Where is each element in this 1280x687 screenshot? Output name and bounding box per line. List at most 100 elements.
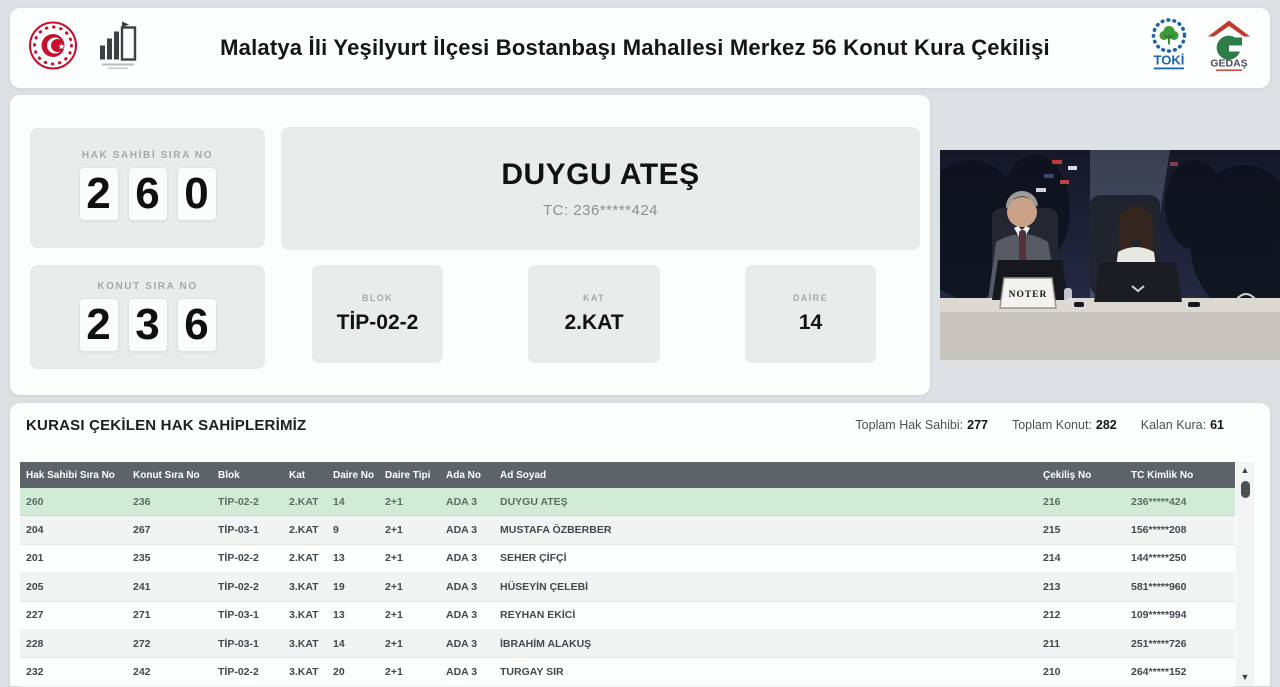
table-cell: 264*****152 (1131, 666, 1187, 679)
digit-tile: 6 (176, 298, 217, 352)
table-body: 260 236 TİP-02-2 2.KAT 14 2+1 ADA 3 DUYGU ATEŞ 2… (20, 488, 1235, 687)
scroll-up-icon[interactable]: ▲ (1240, 465, 1250, 475)
digit-tile: 2 (78, 167, 119, 221)
table-cell: 241 (133, 580, 151, 593)
stat-value: 277 (967, 418, 988, 432)
table-cell: 20 (333, 666, 345, 679)
table-cell: 13 (333, 552, 345, 565)
background-lights (1036, 160, 1178, 192)
digit-tile: 3 (127, 298, 168, 352)
table-cell: 216 (1043, 495, 1061, 508)
stat-item: Kalan Kura: 61 (1141, 418, 1224, 432)
table-cell: TİP-02-2 (218, 580, 259, 593)
noter-placard: NOTER (999, 277, 1057, 309)
toki-logo: TOKİ (1146, 17, 1192, 80)
stat-label: Kalan Kura: (1140, 418, 1207, 432)
table-cell: 210 (1043, 666, 1061, 679)
table-cell: 2+1 (385, 524, 403, 537)
table-cell: 211 (1043, 637, 1060, 650)
government-emblem-icon (28, 21, 78, 76)
table-cell: 581*****960 (1131, 580, 1187, 593)
table-cell: TİP-02-2 (218, 552, 259, 565)
table-cell: DUYGU ATEŞ (500, 495, 568, 508)
table-cell: 2.KAT (289, 524, 319, 537)
table-header-cell: Çekiliş No (1043, 469, 1092, 481)
table-cell: REYHAN EKİCİ (500, 609, 576, 622)
digit-tile: 6 (127, 167, 168, 221)
table-header-cell: Konut Sıra No (133, 469, 200, 481)
table-cell: 109*****994 (1131, 609, 1187, 622)
table-cell: 3.KAT (289, 637, 319, 650)
daire-label: DAİRE (792, 293, 828, 303)
table-cell: 212 (1043, 609, 1061, 622)
table-cell: 251*****726 (1131, 637, 1187, 650)
winner-tc-number: TC: 236*****424 (542, 202, 659, 219)
table-row[interactable]: 204 267 TİP-03-1 2.KAT 9 2+1 ADA 3 MUSTAFA ÖZBE… (20, 516, 1235, 545)
hak-sahibi-label: HAK SAHİBİ SIRA NO (81, 150, 214, 161)
table-cell: 2.KAT (289, 552, 319, 565)
digit-tile: 2 (78, 298, 119, 352)
blok-label: BLOK (361, 293, 394, 303)
table-cell: 2+1 (385, 552, 403, 565)
scroll-down-icon[interactable]: ▼ (1240, 672, 1250, 682)
table-row[interactable]: 228 272 TİP-03-1 3.KAT 14 2+1 ADA 3 İBRAHİM ALA… (20, 629, 1235, 659)
table-cell: 205 (26, 580, 44, 593)
stat-label: Toplam Hak Sahibi: (855, 418, 964, 432)
table-header-row: Hak Sahibi Sıra No Konut Sıra No Blok Kat Da… (20, 462, 1235, 488)
table-cell: İBRAHİM ALAKUŞ (500, 637, 592, 650)
table-cell: 204 (26, 524, 44, 537)
stat-value: 61 (1210, 418, 1224, 432)
toki-logo-text: TOKİ (1154, 53, 1185, 68)
kat-value: 2.KAT (564, 311, 624, 334)
table-cell: 14 (333, 495, 345, 508)
table-cell: 236 (133, 495, 151, 508)
table-cell: TİP-02-2 (218, 666, 259, 679)
winner-name: DUYGU ATEŞ (501, 158, 700, 191)
table-row-current[interactable]: 260 236 TİP-02-2 2.KAT 14 2+1 ADA 3 DUYGU ATEŞ 2… (20, 488, 1235, 517)
table-cell: 3.KAT (289, 609, 319, 622)
gedas-logo: GEDAŞ (1202, 17, 1256, 80)
kat-card: KAT 2.KAT (528, 265, 660, 363)
table-row[interactable]: 205 241 TİP-02-2 3.KAT 19 2+1 ADA 3 HÜSEYİN ÇEL… (20, 573, 1235, 602)
table-cell: 227 (26, 609, 44, 622)
blok-card: BLOK TİP-02-2 (312, 265, 443, 363)
header-bar: Malatya İli Yeşilyurt İlçesi Bostanbaşı … (10, 8, 1270, 88)
table-cell: TİP-03-1 (218, 609, 259, 622)
table-cell: ADA 3 (446, 609, 478, 622)
table-cell: 2+1 (385, 637, 403, 650)
table-cell: ADA 3 (446, 666, 478, 679)
table-cell: 2+1 (385, 666, 403, 679)
table-cell: 13 (333, 609, 345, 622)
table-row[interactable]: 232 242 TİP-02-2 3.KAT 20 2+1 ADA 3 TURGAY SIR 2… (20, 658, 1235, 687)
scrollbar-thumb[interactable] (1240, 481, 1250, 498)
table-cell: ADA 3 (446, 580, 478, 593)
daire-value: 14 (798, 311, 823, 334)
table-cell: 3.KAT (289, 666, 319, 679)
blok-value: TİP-02-2 (336, 311, 419, 334)
stat-value: 282 (1095, 418, 1117, 432)
table-cell: 2.KAT (289, 495, 319, 508)
results-table: Hak Sahibi Sıra No Konut Sıra No Blok Kat Da… (20, 462, 1235, 687)
page-title: Malatya İli Yeşilyurt İlçesi Bostanbaşı … (220, 35, 1050, 60)
table-row[interactable]: 201 235 TİP-02-2 2.KAT 13 2+1 ADA 3 SEHER ÇİFÇİ… (20, 544, 1235, 574)
table-cell: 214 (1043, 552, 1061, 565)
table-cell: 260 (26, 495, 44, 508)
daire-card: DAİRE 14 (745, 265, 876, 363)
table-cell: ADA 3 (446, 637, 478, 650)
table-cell: 3.KAT (289, 580, 319, 593)
stat-item: Toplam Hak Sahibi: 277 (855, 418, 988, 432)
svg-text:NOTER: NOTER (1009, 290, 1048, 300)
table-cell: TİP-03-1 (218, 637, 259, 650)
table-cell: SEHER ÇİFÇİ (500, 552, 567, 565)
table-cell: MUSTAFA ÖZBERBER (500, 524, 612, 537)
table-cell: 235 (133, 552, 151, 565)
table-cell: 272 (133, 637, 151, 650)
table-header-cell: Blok (218, 469, 240, 481)
table-cell: TURGAY SIR (500, 666, 564, 679)
table-cell: 242 (133, 666, 151, 679)
table-scrollbar[interactable]: ▲ ▼ (1236, 462, 1254, 686)
table-row[interactable]: 227 271 TİP-03-1 3.KAT 13 2+1 ADA 3 REYHAN EKİC… (20, 601, 1235, 630)
